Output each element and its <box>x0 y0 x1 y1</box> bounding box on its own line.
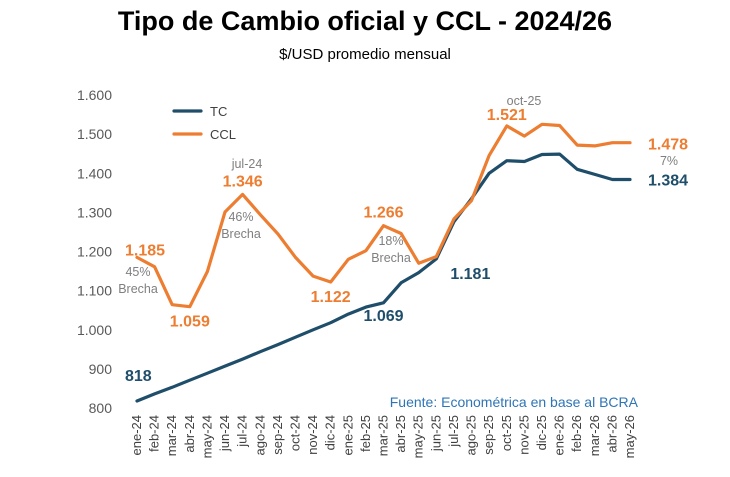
data-label-tc: 818 <box>125 368 152 385</box>
annotation-text: 7% <box>660 154 678 168</box>
x-tick-label: mar-26 <box>587 415 602 456</box>
x-tick-label: may-24 <box>199 415 214 458</box>
data-label-tc: 1.069 <box>363 308 403 325</box>
x-tick-label: ene-26 <box>552 415 567 455</box>
y-tick-label: 800 <box>89 400 113 416</box>
x-tick-label: jun-25 <box>428 415 443 452</box>
x-tick-label: abr-24 <box>182 415 197 453</box>
y-tick-label: 1.100 <box>77 283 112 299</box>
y-tick-label: 1.400 <box>77 165 112 181</box>
x-tick-label: dic-24 <box>323 415 338 450</box>
annotation-text: Brecha <box>118 282 158 296</box>
series-layer <box>135 122 632 403</box>
legend-label-ccl: CCL <box>210 127 236 142</box>
data-label-ccl: 1.346 <box>223 173 263 190</box>
annotation-text: 46% <box>228 210 253 224</box>
x-tick-label: may-25 <box>411 415 426 458</box>
x-tick-label: jul-24 <box>235 415 250 448</box>
y-tick-label: 1.300 <box>77 204 112 220</box>
series-line-tc <box>135 152 632 403</box>
x-tick-label: feb-25 <box>358 415 373 452</box>
data-label-ccl: 1.185 <box>125 242 165 259</box>
chart-subtitle: $/USD promedio mensual <box>279 46 451 63</box>
annotations: 45% Brecha jul-24 46% Brecha 18% Brecha oct-25 7… <box>118 94 678 296</box>
x-tick-label: mar-24 <box>164 415 179 456</box>
annotation-text: oct-25 <box>507 94 542 108</box>
legend-label-tc: TC <box>210 104 227 119</box>
x-tick-label: oct-25 <box>499 415 514 451</box>
y-tick-label: 900 <box>89 361 113 377</box>
x-tick-label: jun-24 <box>217 415 232 452</box>
y-tick-label: 1.000 <box>77 322 112 338</box>
x-tick-label: ago-25 <box>464 415 479 455</box>
x-tick-label: sep-24 <box>270 415 285 455</box>
x-tick-label: ago-24 <box>252 415 267 455</box>
data-labels: 818 1.069 1.181 1.384 1.185 1.059 1.346 1.122 1.… <box>125 107 688 385</box>
x-tick-label: ene-24 <box>129 415 144 455</box>
x-tick-label: nov-24 <box>305 415 320 455</box>
source-note: Fuente: Econométrica en base al BCRA <box>390 394 639 410</box>
axes: 800 900 1.000 1.100 1.200 1.300 1.400 1.500 1.60… <box>77 87 637 458</box>
data-label-ccl: 1.266 <box>363 205 403 222</box>
x-tick-label: may-26 <box>622 415 637 458</box>
annotation-text: 18% <box>378 234 403 248</box>
x-tick-label: ene-25 <box>340 415 355 455</box>
x-tick-label: oct-24 <box>287 415 302 451</box>
data-label-tc: 1.181 <box>450 266 490 283</box>
y-tick-label: 1.200 <box>77 244 112 260</box>
x-tick-label: abr-25 <box>393 415 408 453</box>
y-tick-label: 1.600 <box>77 87 112 103</box>
y-tick-label: 1.500 <box>77 126 112 142</box>
series-line-ccl <box>135 122 632 309</box>
x-tick-label: sep-25 <box>481 415 496 455</box>
annotation-text: Brecha <box>221 227 261 241</box>
x-tick-label: nov-25 <box>516 415 531 455</box>
annotation-text: Brecha <box>371 251 411 265</box>
x-tick-label: mar-25 <box>376 415 391 456</box>
legend: TC CCL <box>172 104 236 142</box>
data-label-tc: 1.384 <box>648 173 688 190</box>
data-label-ccl: 1.478 <box>648 137 688 154</box>
annotation-text: jul-24 <box>231 157 263 171</box>
data-label-ccl: 1.059 <box>170 314 210 331</box>
x-tick-label: feb-26 <box>569 415 584 452</box>
x-tick-label: feb-24 <box>147 415 162 452</box>
x-tick-label: jul-25 <box>446 415 461 448</box>
x-tick-label: abr-26 <box>604 415 619 453</box>
chart-title: Tipo de Cambio oficial y CCL - 2024/26 <box>117 6 613 36</box>
data-label-ccl: 1.521 <box>487 107 527 124</box>
annotation-text: 45% <box>125 265 150 279</box>
data-label-ccl: 1.122 <box>311 289 351 306</box>
x-tick-label: dic-25 <box>534 415 549 450</box>
